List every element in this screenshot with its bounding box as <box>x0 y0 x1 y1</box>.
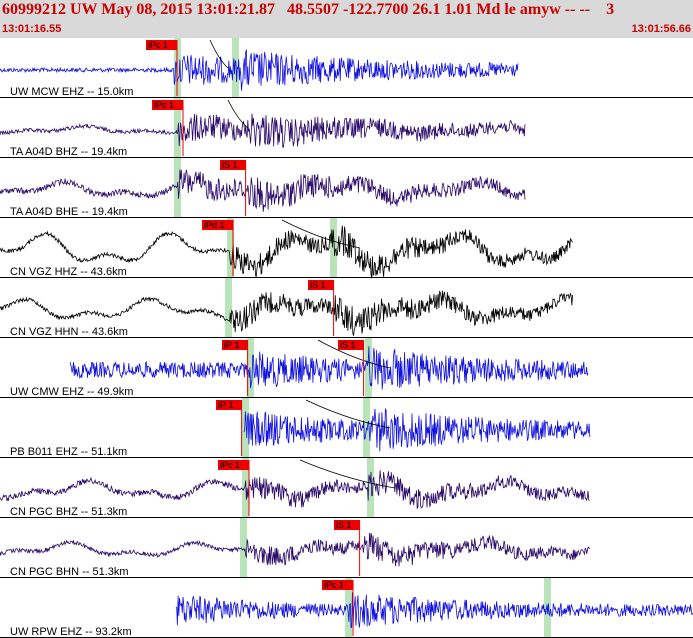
pick-window-band <box>227 218 234 277</box>
phase-pick-flag <box>220 160 246 170</box>
pick-window-band <box>174 158 181 217</box>
travel-time-curve <box>281 219 361 249</box>
pick-window-band <box>174 98 181 157</box>
phase-pick-label: iPc 1 <box>324 580 344 590</box>
pick-window-band <box>232 38 239 97</box>
phase-pick-label: iPd 1 <box>204 220 225 230</box>
station-label: CN VGZ HHN -- 43.6km <box>10 326 128 338</box>
station-label: UW CMW EHZ -- 49.9km <box>10 386 133 398</box>
pick-window-band <box>242 458 249 517</box>
waveform-trace <box>0 290 573 336</box>
trace-panel: iS 1 TA A04D BHE -- 19.4km <box>0 158 693 218</box>
pick-window-band <box>247 338 254 397</box>
travel-time-curve <box>227 99 249 129</box>
pick-window-band <box>363 398 370 457</box>
phase-pick-flag <box>216 400 242 410</box>
pick-window-band <box>365 338 372 397</box>
phase-pick-flag <box>202 220 233 230</box>
waveform-trace <box>0 225 573 279</box>
travel-time-curve <box>317 339 391 369</box>
trace-panel: iP 1 iS 1 UW CMW EHZ -- 49.9km <box>0 338 693 398</box>
station-label: PB B011 EHZ -- 51.1km <box>10 446 127 458</box>
waveform-trace <box>0 169 526 212</box>
pick-window-band <box>367 458 374 517</box>
trace-panel: iS 1 CN PGC BHN -- 51.3km <box>0 518 693 578</box>
phase-pick-flag <box>334 520 360 530</box>
travel-time-curve <box>209 39 229 69</box>
station-label: CN VGZ HHZ -- 43.6km <box>10 266 127 278</box>
phase-pick-label: iPc 1 <box>220 460 240 470</box>
seismogram-panels: iPc 1 UW MCW EHZ -- 15.0km iPc 1 TA A04D BH… <box>0 38 693 638</box>
waveform-trace <box>0 470 590 510</box>
travel-time-curve <box>299 459 396 489</box>
trace-panel: iPc 1 CN PGC BHZ -- 51.3km <box>0 458 693 518</box>
phase-pick-label: iP 1 <box>224 340 239 350</box>
travel-time-curve <box>305 399 391 429</box>
waveform-trace <box>243 407 591 452</box>
waveform-canvas: iPc 1 UW MCW EHZ -- 15.0km iPc 1 TA A04D BH… <box>0 38 693 638</box>
phase-pick-flag <box>322 580 353 590</box>
station-label: CN PGC BHN -- 51.3km <box>10 566 129 578</box>
waveform-trace <box>0 48 519 91</box>
pick-window-band <box>242 398 249 457</box>
phase-pick-flag <box>222 340 248 350</box>
phase-pick-flag <box>146 40 177 50</box>
phase-pick-label: iP 1 <box>218 400 233 410</box>
waveform-trace <box>69 346 589 390</box>
pick-window-band <box>330 218 337 277</box>
phase-pick-flag <box>218 460 249 470</box>
phase-pick-label: iPc 1 <box>154 100 174 110</box>
phase-pick-flag <box>308 280 334 290</box>
phase-pick-label: iS 1 <box>336 520 352 530</box>
station-label: UW RPW EHZ -- 93.2km <box>10 626 132 638</box>
station-label: UW MCW EHZ -- 15.0km <box>10 86 133 98</box>
phase-pick-flag <box>152 100 183 110</box>
waveform-trace <box>0 532 590 567</box>
trace-panel: iS 1 CN VGZ HHN -- 43.6km <box>0 278 693 338</box>
station-label: CN PGC BHZ -- 51.3km <box>10 506 127 518</box>
pick-window-band <box>225 278 232 337</box>
trace-panel: iPd 1 CN VGZ HHZ -- 43.6km <box>0 218 693 279</box>
event-title: 60999212 UW May 08, 2015 13:01:21.87 48.… <box>2 1 615 18</box>
station-label: TA A04D BHE -- 19.4km <box>10 206 128 218</box>
phase-pick-label: iS 1 <box>222 160 238 170</box>
trace-panel: iPc 1 UW RPW EHZ -- 93.2km <box>0 578 693 638</box>
pick-window-band <box>240 518 247 577</box>
trace-panel: iP 1 PB B011 EHZ -- 51.1km <box>0 398 693 458</box>
window-end-time: 13:01:56.66 <box>631 23 691 35</box>
phase-pick-secondary-label: iS 1 <box>340 340 356 350</box>
waveform-trace <box>0 113 526 148</box>
phase-pick-label: iPc 1 <box>148 40 168 50</box>
phase-pick-label: iS 1 <box>310 280 326 290</box>
header-bar: 60999212 UW May 08, 2015 13:01:21.87 48.… <box>0 0 693 38</box>
waveform-trace <box>175 592 693 628</box>
station-label: TA A04D BHZ -- 19.4km <box>10 146 127 158</box>
trace-panel: iPc 1 TA A04D BHZ -- 19.4km <box>0 98 693 158</box>
phase-pick-secondary-flag <box>338 340 364 350</box>
pick-window-band <box>345 578 352 637</box>
window-start-time: 13:01:16.55 <box>2 23 62 35</box>
trace-panel: iPc 1 UW MCW EHZ -- 15.0km <box>0 38 693 98</box>
